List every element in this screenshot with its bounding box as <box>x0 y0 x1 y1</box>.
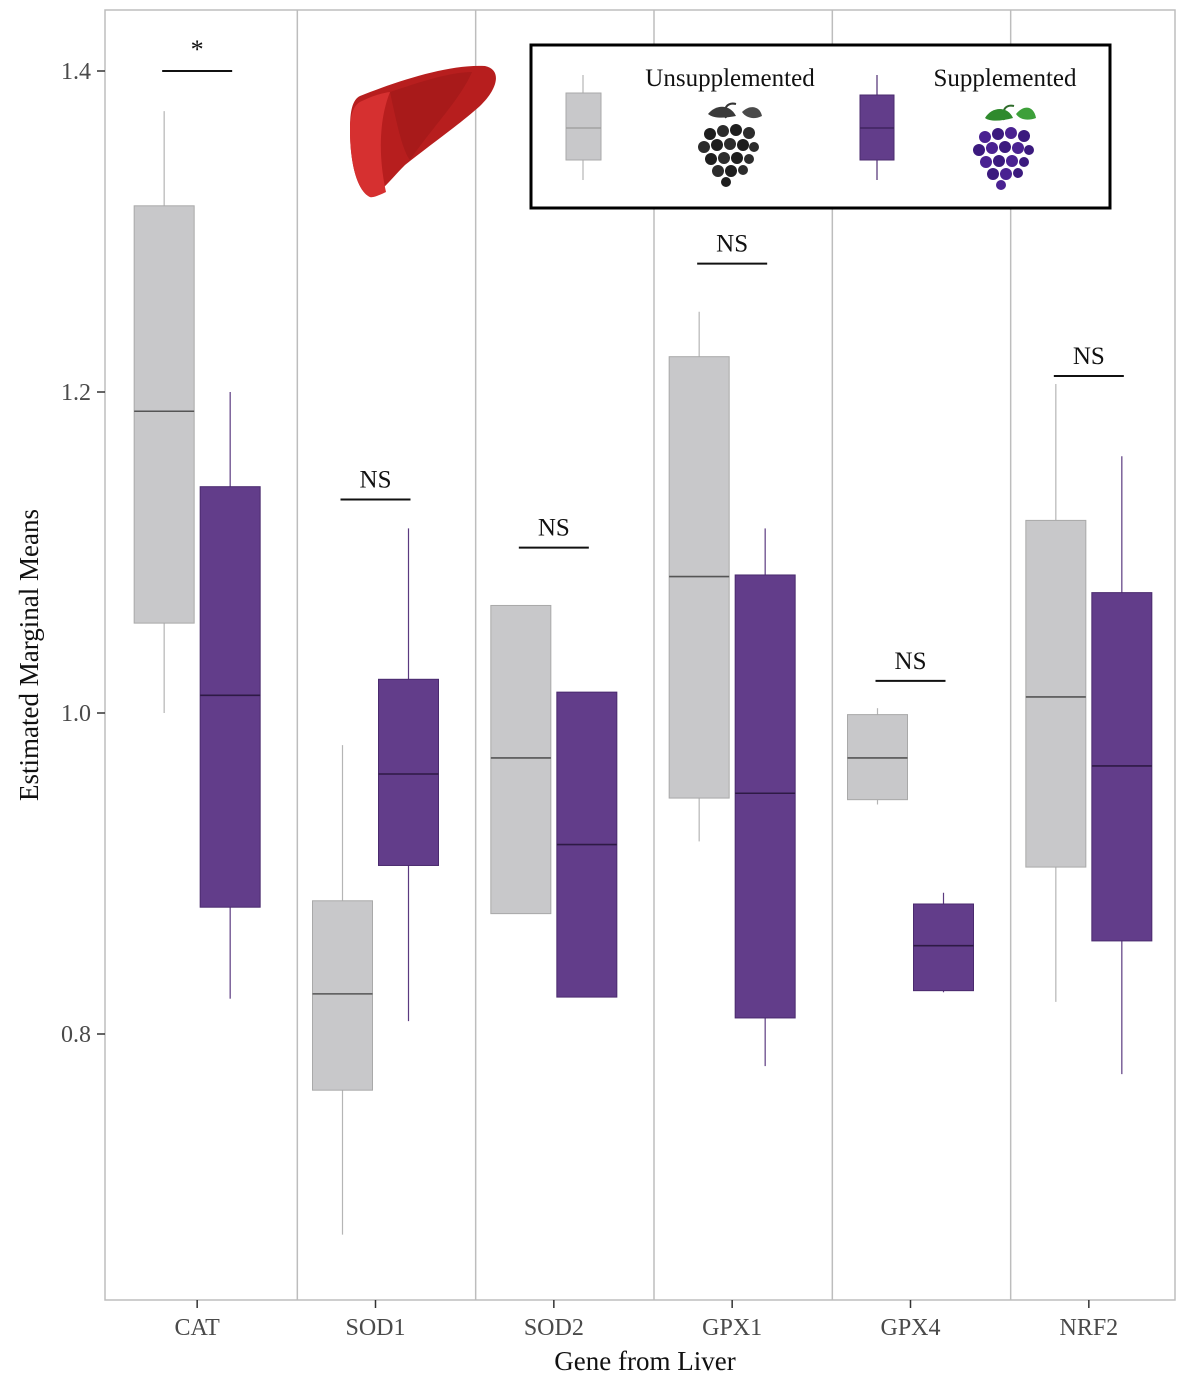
panel-border <box>104 9 1176 1301</box>
significance-label: NS <box>538 515 570 542</box>
legend-label-unsupplemented: Unsupplemented <box>645 65 815 92</box>
box-supplemented-sod2 <box>556 691 618 998</box>
significance-label: NS <box>716 231 748 258</box>
x-axis: CAT SOD1 SOD2 GPX1 GPX4 NRF2 <box>174 1300 1118 1341</box>
box-supplemented-gpx4 <box>913 892 974 993</box>
y-tick-label: 1.4 <box>61 59 91 85</box>
grapes-gray-icon <box>698 102 762 187</box>
x-tick-label: CAT <box>174 1315 220 1341</box>
legend-key-unsupplemented <box>565 75 602 180</box>
box-body <box>199 486 261 908</box>
significance-sod1: NS <box>340 467 411 501</box>
box-unsupplemented-gpx1 <box>668 311 730 842</box>
legend: Unsupplemented <box>529 43 1112 210</box>
annotations-layer: * NS NS NS NS NS <box>162 35 1124 682</box>
box-supplemented-sod1 <box>378 528 439 1022</box>
significance-label: * <box>191 35 204 64</box>
x-tick-label: SOD2 <box>524 1315 584 1341</box>
significance-label: NS <box>1073 343 1105 370</box>
box-body <box>913 903 974 992</box>
box-body <box>312 900 373 1091</box>
y-axis-title: Estimated Marginal Means <box>14 509 44 801</box>
box-unsupplemented-sod2 <box>490 604 552 915</box>
legend-key-supplemented <box>859 75 895 180</box>
box-unsupplemented-cat <box>133 111 195 713</box>
y-tick-label: 1.0 <box>61 701 91 727</box>
box-unsupplemented-nrf2 <box>1025 383 1087 1002</box>
y-tick-label: 1.2 <box>61 380 91 406</box>
legend-label-supplemented: Supplemented <box>933 65 1077 92</box>
boxes-layer <box>133 111 1153 1235</box>
y-axis: 0.8 1.0 1.2 1.4 <box>61 59 105 1048</box>
box-supplemented-cat <box>199 392 261 999</box>
box-unsupplemented-sod1 <box>312 745 373 1235</box>
box-body <box>133 205 195 624</box>
y-tick-label: 0.8 <box>61 1022 91 1048</box>
box-body <box>1091 592 1153 942</box>
significance-cat: * <box>162 35 233 72</box>
box-body <box>847 714 908 801</box>
x-tick-label: NRF2 <box>1059 1315 1118 1341</box>
grapes-purple-icon <box>973 104 1036 190</box>
box-body <box>668 356 730 799</box>
significance-label: NS <box>360 467 392 494</box>
x-tick-label: GPX1 <box>702 1315 762 1341</box>
box-supplemented-nrf2 <box>1091 456 1153 1075</box>
significance-nrf2: NS <box>1053 343 1124 377</box>
box-body <box>734 574 796 1019</box>
legend-frame <box>529 43 1112 210</box>
liver-icon <box>350 65 496 198</box>
box-supplemented-gpx1 <box>734 528 796 1067</box>
box-body <box>1025 519 1087 868</box>
box-unsupplemented-gpx4 <box>847 708 908 805</box>
category-separators <box>296 10 1012 1300</box>
x-tick-label: GPX4 <box>880 1315 940 1341</box>
significance-gpx1: NS <box>697 231 768 265</box>
significance-label: NS <box>895 648 927 675</box>
box-body <box>490 604 552 915</box>
x-axis-title: Gene from Liver <box>554 1346 735 1376</box>
significance-sod2: NS <box>518 515 589 549</box>
box-body <box>378 678 439 866</box>
significance-gpx4: NS <box>875 648 946 682</box>
x-tick-label: SOD1 <box>345 1315 405 1341</box>
